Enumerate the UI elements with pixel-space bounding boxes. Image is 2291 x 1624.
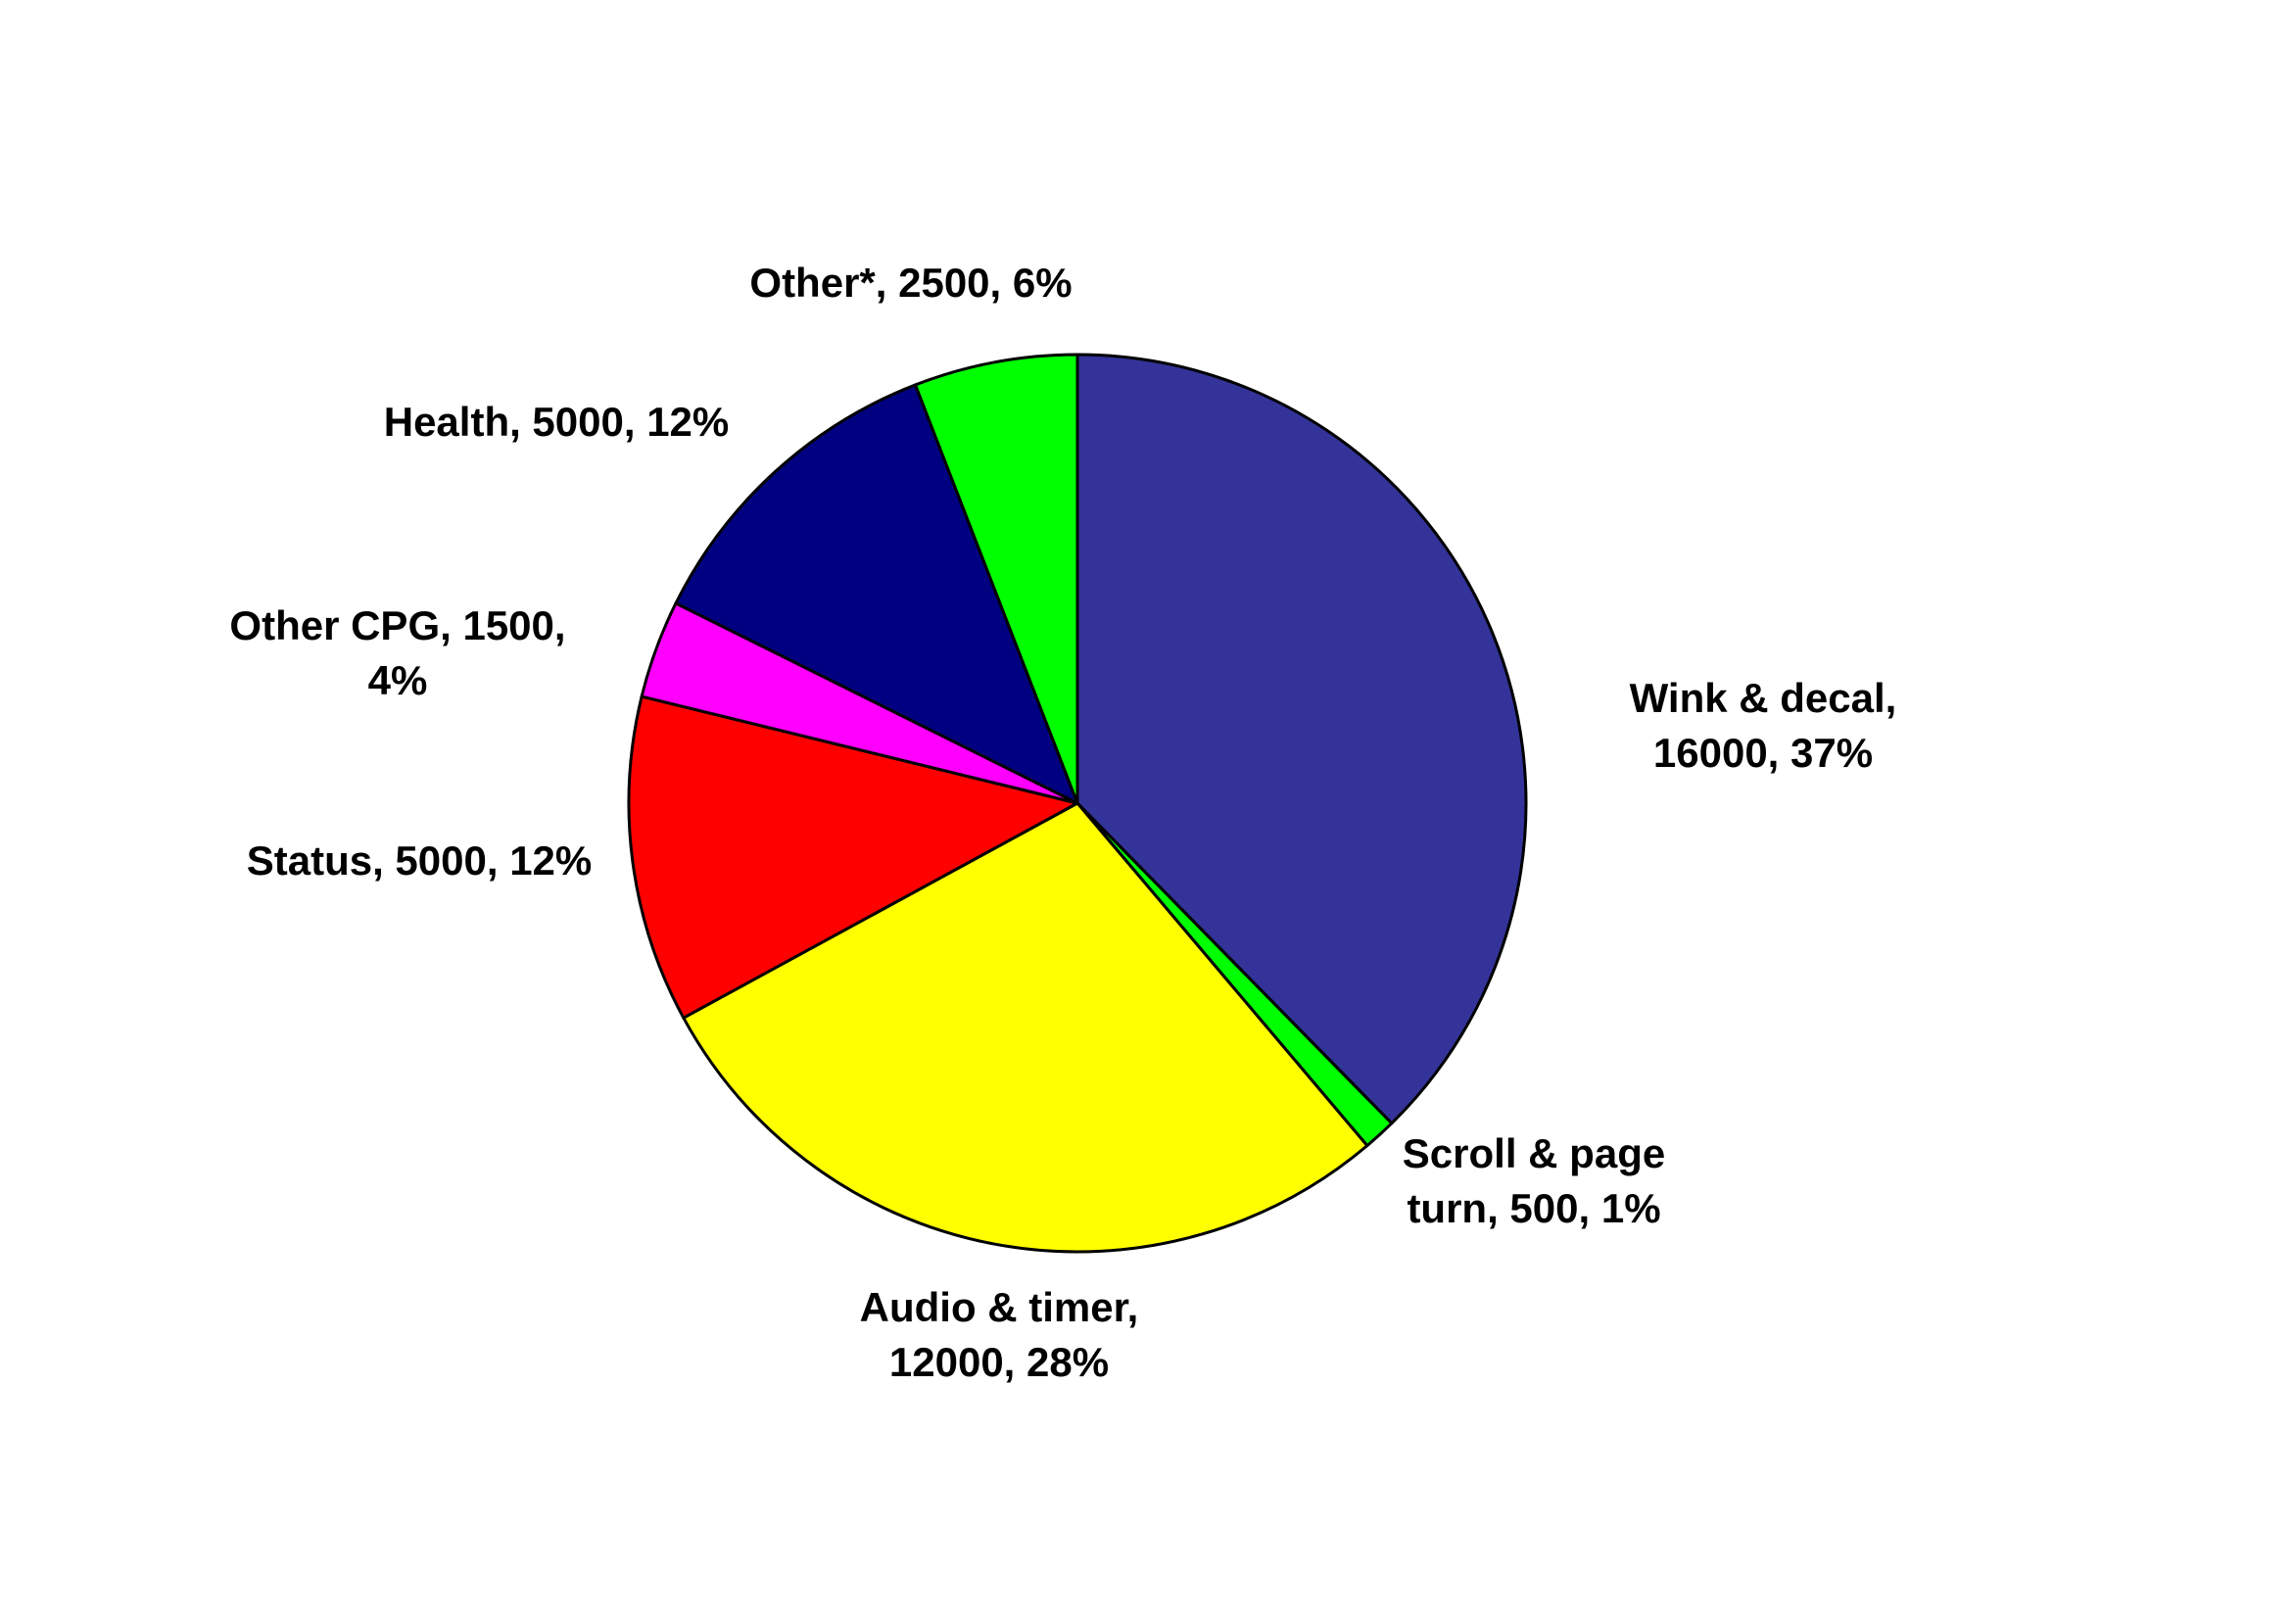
slice-label-line: Audio & timer,	[860, 1284, 1139, 1330]
slice-label-audio-timer: Audio & timer, 12000, 28%	[860, 1284, 1139, 1385]
pie-slice-health	[674, 383, 1079, 805]
slice-label-line: 16000, 37%	[1653, 730, 1873, 776]
slice-label-scroll-page-turn: Scroll & page turn, 500, 1%	[1403, 1130, 1665, 1231]
slice-label-wink-decal: Wink & decal, 16000, 37%	[1630, 675, 1897, 776]
slice-label-line: Other*, 2500, 6%	[749, 260, 1072, 306]
slice-label-line: Health, 5000, 12%	[384, 399, 730, 445]
slice-label-line: 12000, 28%	[889, 1339, 1109, 1385]
slice-label-line: Other CPG, 1500,	[229, 602, 565, 648]
pie-slice-wink-decal	[1075, 353, 1528, 1125]
slice-label-other-cpg: Other CPG, 1500, 4%	[229, 602, 565, 703]
slice-label-line: 4%	[368, 657, 428, 703]
slice-label-line: Status, 5000, 12%	[247, 837, 593, 884]
slice-label-other: Other*, 2500, 6%	[749, 260, 1072, 306]
slice-label-line: turn, 500, 1%	[1407, 1185, 1660, 1231]
slice-label-line: Wink & decal,	[1630, 675, 1897, 721]
slices-layer	[627, 353, 1528, 1254]
labels-layer: Wink & decal, 16000, 37% Scroll & page turn…	[229, 260, 1896, 1385]
slice-label-line: Scroll & page	[1403, 1130, 1665, 1176]
pie-slice-audio-timer	[682, 801, 1369, 1254]
pie-slice-other	[914, 353, 1079, 805]
slice-label-health: Health, 5000, 12%	[384, 399, 730, 445]
slice-label-status: Status, 5000, 12%	[247, 837, 593, 884]
